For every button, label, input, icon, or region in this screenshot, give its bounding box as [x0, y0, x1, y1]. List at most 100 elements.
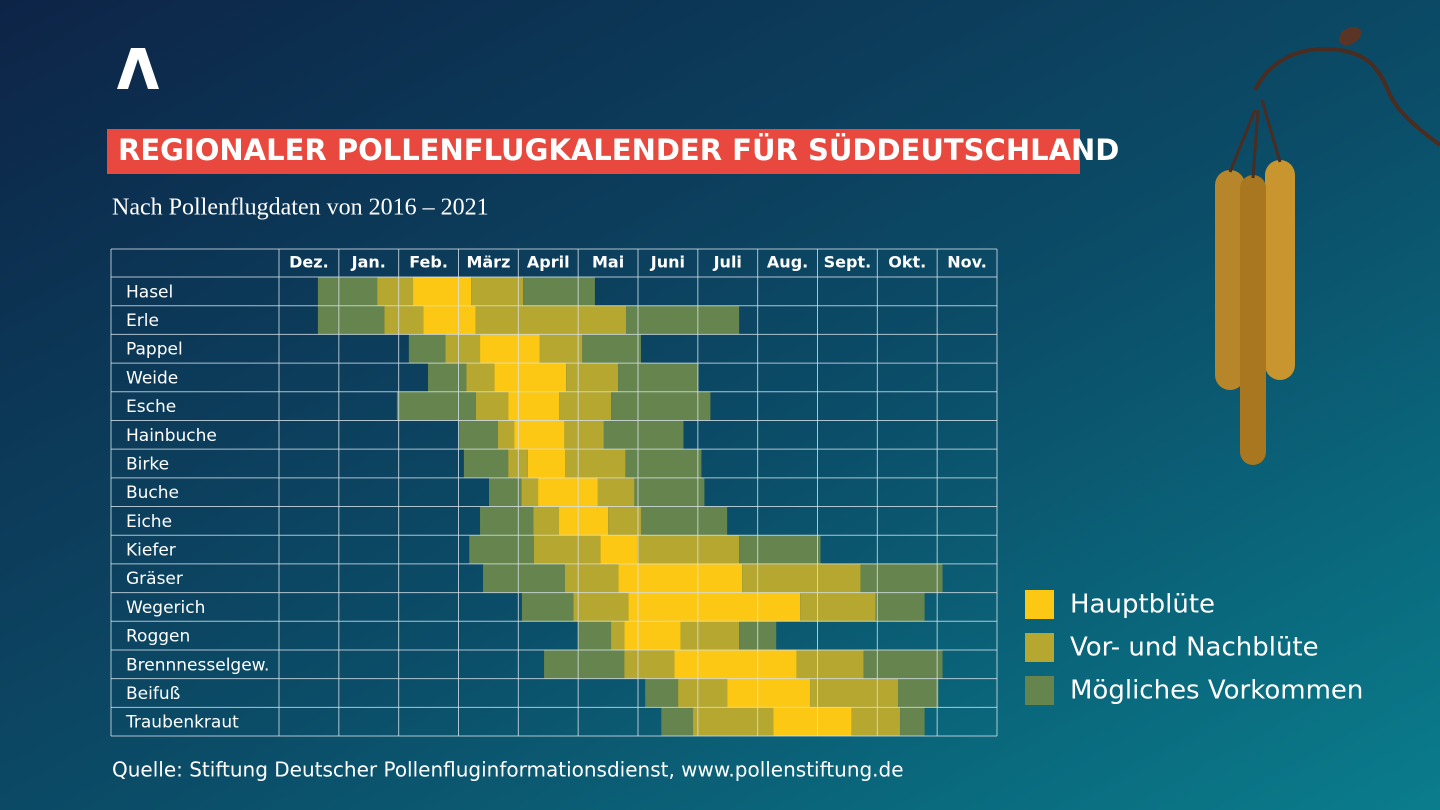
- pollen-span: [483, 563, 566, 593]
- row-label: Esche: [126, 397, 176, 417]
- pollen-span: [600, 535, 638, 564]
- pollen-span: [582, 334, 641, 364]
- pollen-span: [317, 305, 385, 335]
- pollen-span: [900, 707, 925, 736]
- month-label: April: [527, 253, 570, 272]
- pollen-span: [489, 477, 522, 507]
- row-label: Brennnesselgew.: [126, 655, 269, 675]
- pollen-span: [875, 592, 925, 622]
- month-label: Feb.: [409, 253, 448, 272]
- pollen-span: [800, 592, 876, 622]
- pollen-span: [427, 363, 467, 392]
- pollen-span: [674, 649, 797, 679]
- legend-swatch: [1025, 633, 1054, 662]
- row-label: Hasel: [126, 282, 173, 302]
- pollen-span: [624, 621, 681, 650]
- legend-label: Hauptblüte: [1070, 590, 1215, 620]
- pollen-span: [628, 592, 801, 622]
- pollen-span: [544, 649, 625, 679]
- pollen-span: [739, 535, 821, 564]
- pollen-span: [533, 506, 560, 536]
- pollen-span: [521, 592, 574, 622]
- row-label: Buche: [126, 483, 179, 503]
- pollen-span: [603, 420, 684, 450]
- pollen-span: [727, 678, 811, 708]
- pollen-span: [408, 334, 446, 364]
- pollen-span: [480, 334, 540, 364]
- pollen-span: [597, 477, 635, 507]
- pollen-span: [377, 277, 414, 306]
- month-label: Juni: [650, 253, 685, 272]
- pollen-span: [625, 449, 702, 478]
- pollen-span: [634, 477, 705, 507]
- month-label: Mai: [592, 253, 624, 272]
- month-label: März: [466, 253, 510, 272]
- pollen-span: [618, 563, 743, 593]
- row-label: Birke: [126, 454, 169, 474]
- legend-swatch: [1025, 590, 1054, 619]
- pollen-span: [898, 678, 939, 708]
- pollen-span: [566, 363, 619, 392]
- source: Quelle: Stiftung Deutscher Pollenfluginf…: [112, 758, 904, 782]
- pollen-span: [863, 649, 943, 679]
- pollen-span: [475, 305, 627, 335]
- pollen-span: [742, 563, 861, 593]
- pollen-span: [471, 277, 524, 306]
- pollen-span: [680, 621, 740, 650]
- pollen-span: [851, 707, 901, 736]
- logo: [117, 48, 159, 89]
- month-label: Aug.: [767, 253, 808, 272]
- month-label: Juli: [713, 253, 742, 272]
- pollen-span: [640, 506, 728, 536]
- row-label: Gräser: [126, 569, 183, 589]
- pollen-span: [413, 277, 472, 306]
- pollen-span: [466, 363, 495, 392]
- row-label: Weide: [126, 368, 178, 388]
- pollen-span: [637, 535, 740, 564]
- row-label: Wegerich: [126, 598, 205, 618]
- pollen-span: [810, 678, 899, 708]
- month-label: Jan.: [351, 253, 386, 272]
- pollen-span: [508, 391, 560, 421]
- pollen-span: [559, 391, 612, 421]
- row-label: Kiefer: [126, 541, 176, 561]
- legend-label: Mögliches Vorkommen: [1070, 676, 1363, 706]
- row-label: Hainbuche: [126, 426, 217, 446]
- chart-title: REGIONALER POLLENFLUGKALENDER FÜR SÜDDEU…: [118, 133, 1119, 167]
- pollen-span: [521, 477, 539, 507]
- pollen-span: [678, 678, 728, 708]
- pollen-span: [578, 621, 612, 650]
- legend: Hauptblüte Vor- und Nachblüte Mögliches Vo…: [1025, 590, 1363, 706]
- row-label: Erle: [126, 311, 159, 331]
- calendar: Hasel Erle Pappel Weide Esche Hainbuche Birke B…: [110, 248, 998, 737]
- pollen-span: [533, 535, 601, 564]
- pollen-span: [538, 477, 598, 507]
- pollen-span: [565, 563, 619, 593]
- pollen-span: [445, 334, 481, 364]
- pollen-span: [796, 649, 864, 679]
- month-label: Dez.: [289, 253, 329, 272]
- pollen-span: [573, 592, 629, 622]
- pollen-span: [661, 707, 694, 736]
- pollen-span: [559, 506, 609, 536]
- pollen-span: [317, 277, 378, 306]
- pollen-span: [626, 305, 740, 335]
- legend-swatch: [1025, 676, 1054, 705]
- row-label: Eiche: [126, 512, 172, 532]
- pollen-span: [459, 420, 498, 450]
- pollen-span: [539, 334, 583, 364]
- pollen-span: [611, 391, 711, 421]
- pollen-span: [860, 563, 943, 593]
- pollen-span: [480, 506, 534, 536]
- catkin-illustration: [1215, 26, 1440, 465]
- row-label: Traubenkraut: [125, 713, 239, 733]
- pollen-span: [773, 707, 852, 736]
- pollen-span: [565, 449, 626, 478]
- pollen-span: [497, 420, 515, 450]
- pollen-span: [463, 449, 509, 478]
- pollen-span: [469, 535, 534, 564]
- row-label: Pappel: [126, 340, 183, 360]
- pollen-span: [396, 391, 476, 421]
- pollen-span: [624, 649, 675, 679]
